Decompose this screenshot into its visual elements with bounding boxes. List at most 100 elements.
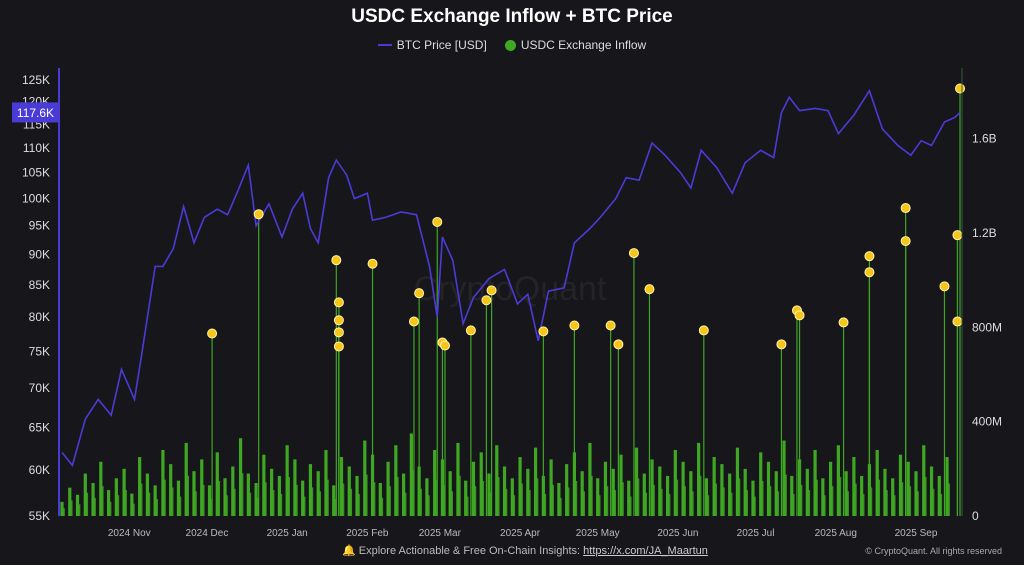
inflow-bar xyxy=(114,478,118,516)
inflow-bar xyxy=(901,482,904,516)
inflow-bar xyxy=(487,473,491,516)
inflow-highlight-dot[interactable] xyxy=(900,236,911,247)
inflow-bar xyxy=(425,478,429,516)
inflow-bar xyxy=(746,490,749,516)
inflow-bar xyxy=(334,499,337,516)
inflow-highlight-dot[interactable] xyxy=(644,284,655,295)
inflow-highlight-dot[interactable] xyxy=(955,83,965,94)
inflow-bar xyxy=(184,442,188,516)
legend-item-price[interactable]: BTC Price [USD] xyxy=(377,38,487,52)
left-tick-label: 65K xyxy=(29,420,50,434)
inflow-bar xyxy=(518,457,522,516)
inflow-bar xyxy=(800,484,803,516)
inflow-bar xyxy=(495,445,499,516)
inflow-bar xyxy=(929,466,934,516)
inflow-highlight-dot[interactable] xyxy=(333,341,344,352)
inflow-highlight-dot[interactable] xyxy=(952,316,963,327)
inflow-highlight-dot[interactable] xyxy=(432,216,443,227)
inflow-highlight-dot[interactable] xyxy=(333,297,344,308)
inflow-highlight-dot[interactable] xyxy=(900,203,911,214)
inflow-highlight-dot[interactable] xyxy=(605,320,616,331)
left-tick-label: 110K xyxy=(23,141,50,155)
inflow-bar xyxy=(287,477,290,516)
inflow-bar xyxy=(720,464,724,516)
inflow-highlight-dot[interactable] xyxy=(952,230,963,241)
inflow-bar xyxy=(355,475,359,516)
inflow-highlight-dot[interactable] xyxy=(569,320,580,331)
inflow-highlight-dot[interactable] xyxy=(864,267,875,278)
inflow-highlight-dot[interactable] xyxy=(794,310,805,321)
current-price-badge xyxy=(12,102,59,123)
inflow-highlight-dot[interactable] xyxy=(414,288,425,299)
inflow-bar xyxy=(614,490,617,516)
inflow-bar xyxy=(898,454,903,516)
inflow-bar xyxy=(145,473,150,516)
inflow-bar xyxy=(132,503,135,516)
inflow-bar xyxy=(365,474,368,516)
inflow-bar xyxy=(673,449,677,516)
inflow-bar xyxy=(846,491,849,516)
inflow-bar xyxy=(404,492,407,516)
bell-icon: 🔔 xyxy=(342,545,359,557)
inflow-bar xyxy=(502,466,507,516)
inflow-highlight-dot[interactable] xyxy=(331,255,342,266)
inflow-highlight-dot[interactable] xyxy=(628,248,639,259)
inflow-highlight-dot[interactable] xyxy=(465,325,476,336)
inflow-highlight-dot[interactable] xyxy=(864,251,875,262)
inflow-highlight-dot[interactable] xyxy=(367,258,378,269)
inflow-bar xyxy=(730,492,733,516)
inflow-highlight-dot[interactable] xyxy=(776,339,787,350)
inflow-bar xyxy=(386,461,390,516)
inflow-bar xyxy=(526,468,530,516)
inflow-bar xyxy=(373,482,376,516)
inflow-bar xyxy=(505,488,508,516)
inflow-bar xyxy=(738,478,741,516)
inflow-bar xyxy=(471,461,476,516)
inflow-bar xyxy=(153,485,157,516)
inflow-bar xyxy=(311,487,314,516)
inflow-highlight-dot[interactable] xyxy=(698,325,709,336)
inflow-bar xyxy=(875,449,879,516)
inflow-bar xyxy=(99,461,103,516)
inflow-bar xyxy=(101,486,104,516)
inflow-bar xyxy=(464,480,468,516)
footer-link[interactable]: https://x.com/JA_Maartun xyxy=(583,545,708,557)
inflow-bar xyxy=(924,477,927,516)
inflow-highlight-dot[interactable] xyxy=(408,316,419,327)
inflow-bar xyxy=(68,487,72,516)
inflow-bar xyxy=(660,488,663,516)
left-tick-label: 90K xyxy=(29,247,50,261)
inflow-highlight-dot[interactable] xyxy=(486,285,497,296)
inflow-bar xyxy=(215,452,219,516)
inflow-highlight-dot[interactable] xyxy=(538,326,549,337)
legend-label: BTC Price [USD] xyxy=(396,38,487,52)
inflow-highlight-dot[interactable] xyxy=(253,209,264,220)
inflow-highlight-dot[interactable] xyxy=(333,315,344,326)
inflow-highlight-dot[interactable] xyxy=(613,339,624,350)
right-tick-label: 400M xyxy=(972,415,1002,429)
x-tick-label: 2025 Mar xyxy=(419,528,462,539)
inflow-highlight-dot[interactable] xyxy=(939,281,950,292)
inflow-bar xyxy=(86,492,89,516)
inflow-bar xyxy=(124,490,127,516)
inflow-bar xyxy=(409,433,413,516)
inflow-bar xyxy=(163,479,166,516)
inflow-bar xyxy=(78,504,81,516)
left-tick-label: 80K xyxy=(29,310,50,324)
legend: BTC Price [USD] USDC Exchange Inflow xyxy=(0,38,1024,52)
inflow-highlight-dot[interactable] xyxy=(838,317,849,328)
inflow-highlight-dot[interactable] xyxy=(440,340,451,351)
inflow-bar xyxy=(937,475,941,516)
inflow-highlight-dot[interactable] xyxy=(481,295,492,306)
inflow-highlight-dot[interactable] xyxy=(207,328,218,339)
inflow-bar xyxy=(784,474,787,516)
inflow-bar xyxy=(93,497,96,516)
inflow-bar xyxy=(829,461,833,516)
inflow-bar xyxy=(117,495,120,516)
left-tick-label: 85K xyxy=(29,278,50,292)
inflow-bar xyxy=(510,478,514,516)
inflow-bar xyxy=(844,471,848,516)
inflow-highlight-dot[interactable] xyxy=(333,327,344,338)
inflow-bar xyxy=(893,495,896,516)
legend-item-inflow[interactable]: USDC Exchange Inflow xyxy=(504,38,646,52)
